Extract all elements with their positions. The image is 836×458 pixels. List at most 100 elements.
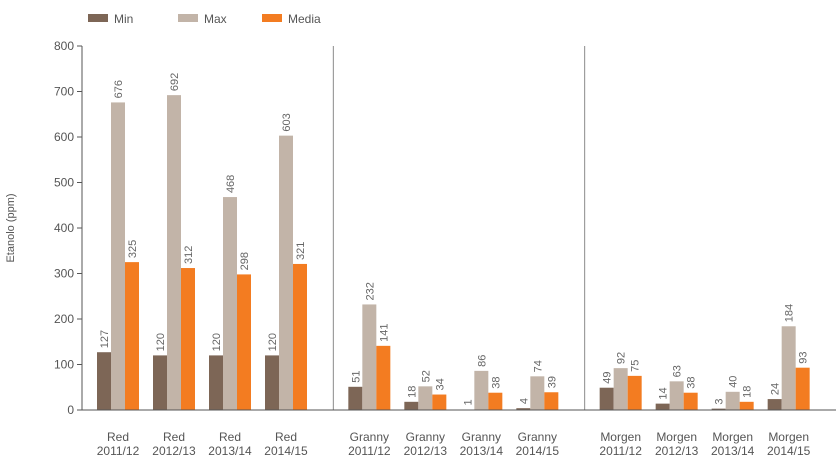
bar-min (599, 387, 614, 410)
y-axis: 0 100 200 300 400 500 600 700 800 (54, 39, 83, 417)
bar-min (153, 355, 167, 410)
bars (97, 95, 810, 411)
category-label: Granny (518, 430, 557, 444)
legend-swatch (262, 14, 282, 22)
data-label: 18 (406, 386, 418, 398)
data-label: 232 (364, 282, 376, 300)
legend-label: Min (114, 12, 133, 26)
bar-media (795, 367, 810, 410)
bar-media (544, 392, 559, 410)
category-label: Morgen (768, 430, 809, 444)
y-tick-label: 300 (54, 267, 74, 281)
data-label: 38 (490, 376, 502, 388)
bar-max (530, 376, 545, 410)
data-label: 1 (462, 399, 474, 405)
legend: Min Max Media (88, 12, 321, 26)
data-label: 120 (211, 333, 223, 351)
category-label: Morgen (656, 430, 697, 444)
bar-min (711, 408, 726, 410)
category-label-season: 2013/14 (711, 444, 755, 458)
bar-media (488, 392, 503, 410)
data-label: 39 (546, 376, 558, 388)
data-label: 603 (281, 113, 293, 131)
data-label: 4 (518, 398, 530, 404)
bar-min (97, 352, 111, 410)
bar-max (362, 304, 377, 410)
legend-label: Max (204, 12, 227, 26)
legend-item-media: Media (262, 12, 321, 26)
bar-media (181, 268, 195, 410)
bar-max (418, 386, 433, 410)
bar-media (683, 392, 698, 410)
legend-item-max: Max (178, 12, 227, 26)
category-label-season: 2014/15 (516, 444, 560, 458)
data-label: 312 (183, 246, 195, 264)
category-label: Red (107, 430, 129, 444)
x-axis: Red2011/12Red2012/13Red2013/14Red2014/15… (82, 409, 836, 458)
data-label: 692 (169, 73, 181, 91)
data-label: 321 (295, 242, 307, 260)
data-label: 86 (476, 355, 488, 367)
bar-max (279, 135, 293, 410)
bar-max (223, 197, 237, 410)
data-label: 49 (602, 371, 614, 383)
data-label: 24 (770, 383, 782, 395)
data-label: 325 (127, 240, 139, 258)
bar-max (111, 102, 125, 411)
data-label: 14 (658, 387, 670, 399)
bar-min (209, 355, 223, 410)
y-tick-label: 0 (67, 403, 74, 417)
data-label: 18 (742, 386, 754, 398)
bar-min (516, 408, 531, 410)
category-label: Red (219, 430, 241, 444)
data-label: 38 (686, 376, 698, 388)
data-label: 676 (113, 80, 125, 98)
bar-max (613, 368, 628, 410)
bar-media (125, 262, 139, 410)
data-label: 141 (378, 323, 390, 341)
bar-media (627, 375, 642, 410)
category-label: Granny (350, 430, 389, 444)
data-label: 120 (267, 333, 279, 351)
category-label-season: 2013/14 (208, 444, 252, 458)
category-label-season: 2011/12 (348, 444, 391, 458)
data-labels: 127 676 325 120 692 312 120 468 298 120 603 321 51 23… (99, 73, 810, 406)
data-label: 75 (630, 360, 642, 372)
bar-max (167, 95, 181, 410)
data-label: 127 (99, 330, 111, 348)
data-label: 34 (434, 378, 446, 390)
data-label: 468 (225, 175, 237, 193)
legend-swatch (88, 14, 108, 22)
y-tick-label: 800 (54, 39, 74, 53)
y-tick-label: 500 (54, 176, 74, 190)
data-label: 63 (672, 365, 684, 377)
category-label: Granny (406, 430, 445, 444)
bar-media (432, 394, 447, 410)
category-label-season: 2014/15 (767, 444, 811, 458)
data-label: 74 (532, 360, 544, 372)
bar-min (767, 399, 782, 410)
data-label: 40 (728, 376, 740, 388)
bar-max (781, 326, 796, 410)
bar-media (376, 345, 391, 410)
category-label-season: 2011/12 (599, 444, 642, 458)
legend-item-min: Min (88, 12, 133, 26)
bar-media (237, 274, 251, 410)
bar-max (474, 370, 489, 410)
data-label: 184 (784, 304, 796, 322)
bar-min (348, 386, 363, 410)
category-label: Red (275, 430, 297, 444)
bar-max (669, 381, 684, 410)
data-label: 298 (239, 252, 251, 270)
category-label-season: 2014/15 (264, 444, 308, 458)
y-tick-label: 700 (54, 85, 74, 99)
category-label: Morgen (600, 430, 641, 444)
category-label-season: 2013/14 (460, 444, 504, 458)
data-label: 120 (155, 333, 167, 351)
category-label: Morgen (712, 430, 753, 444)
category-label-season: 2012/13 (404, 444, 448, 458)
category-label: Granny (462, 430, 501, 444)
bar-min (265, 355, 279, 410)
